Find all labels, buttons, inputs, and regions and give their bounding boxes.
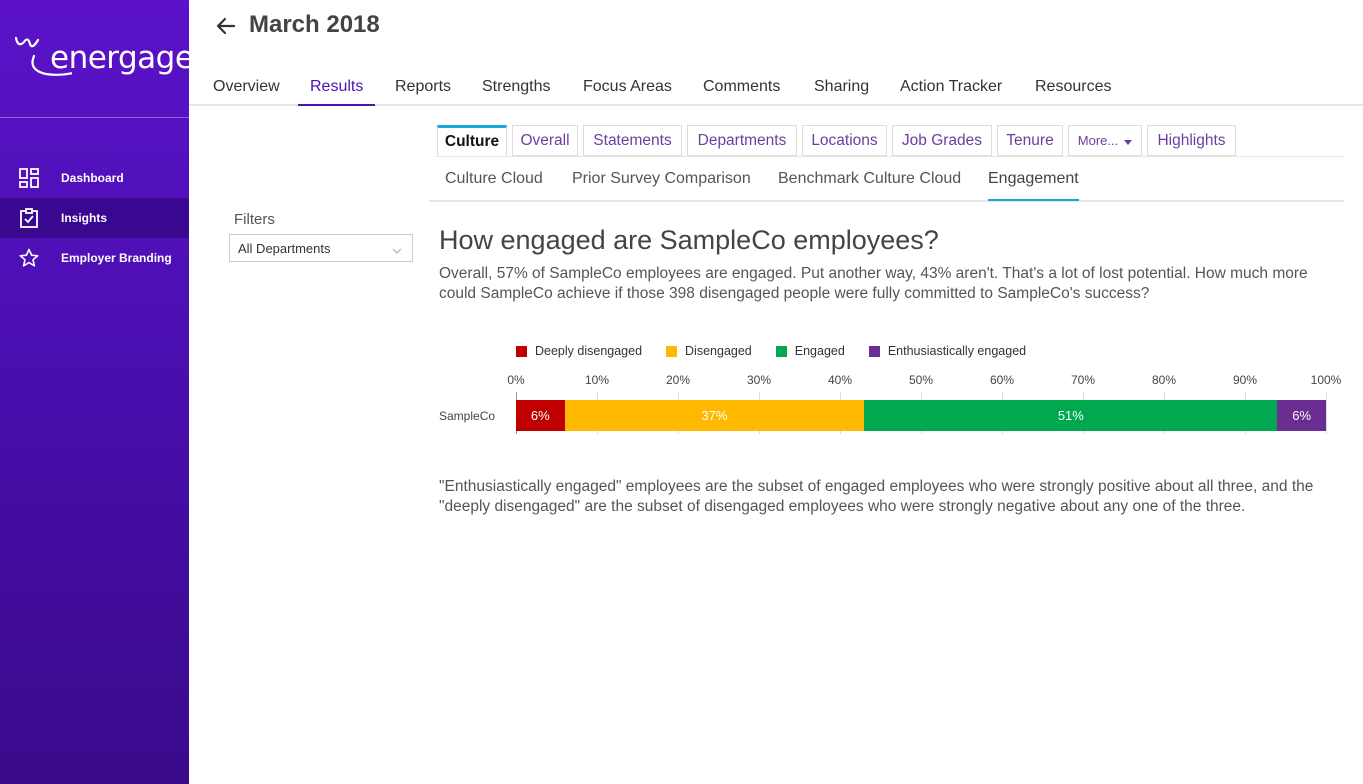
tab-culture-cloud[interactable]: Culture Cloud xyxy=(445,170,543,187)
logo-text: energage xyxy=(50,40,194,76)
legend-swatch xyxy=(516,345,527,357)
subtab-locations[interactable]: Locations xyxy=(802,125,887,156)
legend-swatch xyxy=(775,345,787,357)
subtab-statements[interactable]: Statements xyxy=(583,125,682,156)
x-tick-label: 70% xyxy=(1070,373,1096,387)
back-arrow-icon[interactable] xyxy=(214,14,238,38)
tab-comments[interactable]: Comments xyxy=(703,78,781,95)
chart-legend: Deeply disengaged Disengaged Engaged Enthus… xyxy=(516,344,1050,358)
clipboard-check-icon xyxy=(18,207,40,229)
gridline xyxy=(1326,392,1327,434)
tab-prior-survey-comparison[interactable]: Prior Survey Comparison xyxy=(572,170,751,187)
subtab-culture[interactable]: Culture xyxy=(437,125,507,156)
content-note: "Enthusiastically engaged" employees are… xyxy=(439,478,1314,515)
subtab-departments[interactable]: Departments xyxy=(687,125,797,156)
bar-data-label: 37% xyxy=(701,408,728,423)
sub-tabs-divider xyxy=(436,156,1344,157)
sidebar-item-label: Dashboard xyxy=(61,171,124,185)
logo-swoosh-icon xyxy=(14,36,72,76)
tab-focus-areas[interactable]: Focus Areas xyxy=(583,78,672,95)
subtab-more-dropdown[interactable]: More... xyxy=(1068,125,1142,156)
sidebar-item-insights[interactable]: Insights xyxy=(0,198,189,238)
x-tick-label: 50% xyxy=(908,373,934,387)
sidebar: energage Dashboard Insights Employer Bra… xyxy=(0,0,194,784)
subtab-overall[interactable]: Overall xyxy=(512,125,578,156)
legend-label: Enthusiastically engaged xyxy=(887,344,1027,358)
page-title: March 2018 xyxy=(249,11,380,38)
chevron-down-icon xyxy=(392,243,402,258)
filters-label: Filters xyxy=(234,211,275,228)
subtab-more-label: More... xyxy=(1077,133,1119,148)
tab-strengths[interactable]: Strengths xyxy=(482,78,551,95)
legend-item[interactable]: Deeply disengaged xyxy=(516,344,642,358)
content-intro: Overall, 57% of SampleCo employees are e… xyxy=(439,265,1308,302)
sidebar-item-dashboard[interactable]: Dashboard xyxy=(0,158,189,198)
bar-data-label: 6% xyxy=(1292,408,1312,423)
bar-segment[interactable]: 6% xyxy=(516,400,565,431)
legend-swatch xyxy=(868,345,880,357)
bar-segment[interactable]: 37% xyxy=(564,400,865,431)
department-filter-value: All Departments xyxy=(238,241,331,256)
energage-logo[interactable]: energage xyxy=(12,22,194,86)
tab-benchmark-culture-cloud[interactable]: Benchmark Culture Cloud xyxy=(778,170,962,187)
culture-tabs: Culture Cloud Prior Survey Comparison Be… xyxy=(429,160,1344,202)
legend-label: Engaged xyxy=(794,344,845,358)
x-tick-label: 30% xyxy=(746,373,772,387)
content-title: How engaged are SampleCo employees? xyxy=(439,225,939,255)
tab-results[interactable]: Results xyxy=(298,78,376,106)
sidebar-item-employer-branding[interactable]: Employer Branding xyxy=(0,238,189,278)
x-tick-label: 20% xyxy=(665,373,691,387)
x-tick-label: 80% xyxy=(1151,373,1177,387)
bar-data-label: 51% xyxy=(1057,408,1084,423)
caret-down-icon xyxy=(1124,133,1133,148)
sidebar-item-label: Insights xyxy=(61,211,108,225)
subtab-highlights[interactable]: Highlights xyxy=(1147,125,1236,156)
bar-data-label: 6% xyxy=(530,408,550,423)
x-tick-label: 100% xyxy=(1310,373,1342,387)
x-tick-label: 0% xyxy=(507,373,525,387)
subtab-tenure[interactable]: Tenure xyxy=(997,125,1063,156)
tab-engagement[interactable]: Engagement xyxy=(988,170,1079,201)
legend-label: Disengaged xyxy=(685,344,752,358)
subtab-job-grades[interactable]: Job Grades xyxy=(892,125,992,156)
bar-segment[interactable]: 51% xyxy=(864,400,1278,431)
tab-overview[interactable]: Overview xyxy=(213,78,280,95)
department-filter-select[interactable]: All Departments xyxy=(229,234,413,262)
x-tick-label: 90% xyxy=(1232,373,1258,387)
star-icon xyxy=(18,247,40,269)
tab-resources[interactable]: Resources xyxy=(1035,78,1112,95)
legend-swatch xyxy=(666,345,678,357)
tab-sharing[interactable]: Sharing xyxy=(814,78,870,95)
legend-item[interactable]: Enthusiastically engaged xyxy=(868,344,1027,358)
sidebar-divider xyxy=(0,117,189,118)
chart-row-label: SampleCo xyxy=(439,409,496,423)
legend-item[interactable]: Disengaged xyxy=(666,344,752,358)
legend-label: Deeply disengaged xyxy=(535,344,643,358)
engagement-chart: Deeply disengaged Disengaged Engaged Enthus… xyxy=(430,336,1350,446)
main-tabs: Overview Results Reports Strengths Focus… xyxy=(189,70,1363,106)
legend-item[interactable]: Engaged xyxy=(775,344,845,358)
dashboard-grid-icon xyxy=(18,167,40,189)
x-tick-label: 10% xyxy=(584,373,610,387)
x-tick-label: 40% xyxy=(827,373,853,387)
tab-reports[interactable]: Reports xyxy=(395,78,452,95)
tab-action-tracker[interactable]: Action Tracker xyxy=(900,78,1003,95)
sidebar-item-label: Employer Branding xyxy=(61,251,172,265)
x-tick-label: 60% xyxy=(989,373,1015,387)
bar-segment[interactable]: 6% xyxy=(1277,400,1326,431)
